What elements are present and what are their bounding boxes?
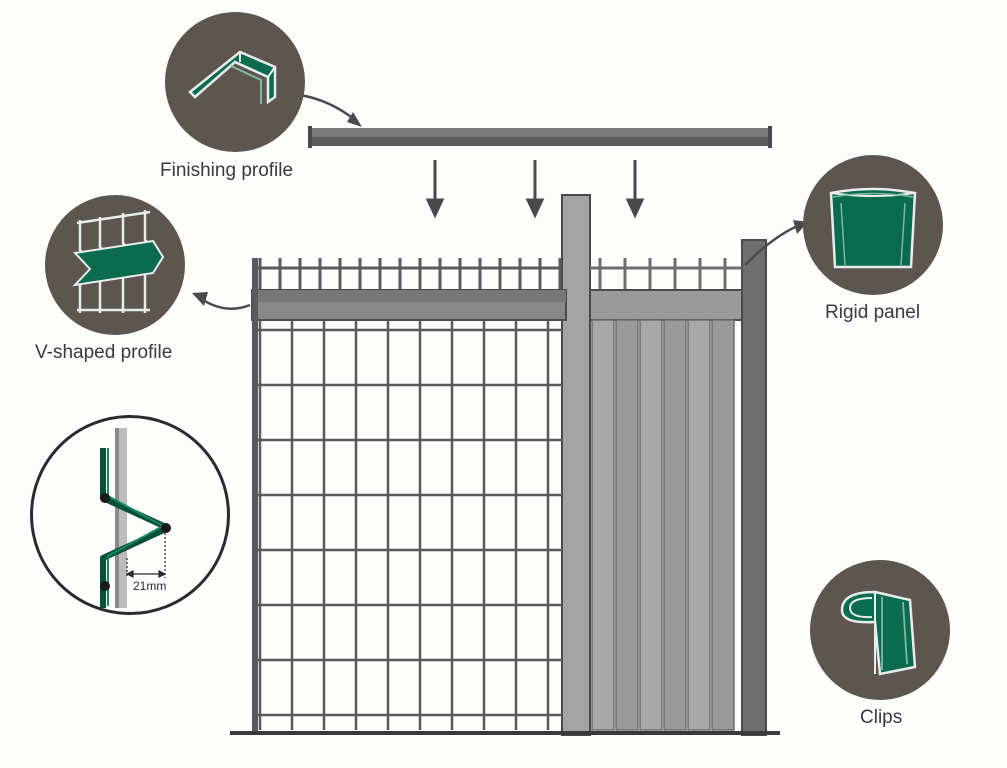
label-v-shaped: V-shaped profile — [35, 342, 172, 364]
label-finishing-profile: Finishing profile — [160, 160, 293, 182]
arrow-vshape — [192, 292, 250, 309]
label-rigid-panel: Rigid panel — [825, 302, 920, 324]
cross-section-detail: 21mm — [30, 415, 230, 615]
callout-rigid-panel — [803, 155, 943, 295]
rigid-slat-panel — [590, 258, 742, 730]
top-rail — [308, 126, 772, 148]
right-post — [742, 240, 766, 735]
arrow-finishing — [300, 95, 362, 127]
install-arrows — [428, 160, 642, 215]
dimension-text: 21mm — [133, 579, 166, 593]
label-clips: Clips — [860, 707, 902, 729]
mesh-panel — [252, 258, 566, 733]
callout-v-shaped — [45, 195, 185, 335]
callout-finishing-profile — [165, 12, 305, 152]
center-post — [562, 195, 590, 735]
callout-clips — [810, 560, 950, 700]
